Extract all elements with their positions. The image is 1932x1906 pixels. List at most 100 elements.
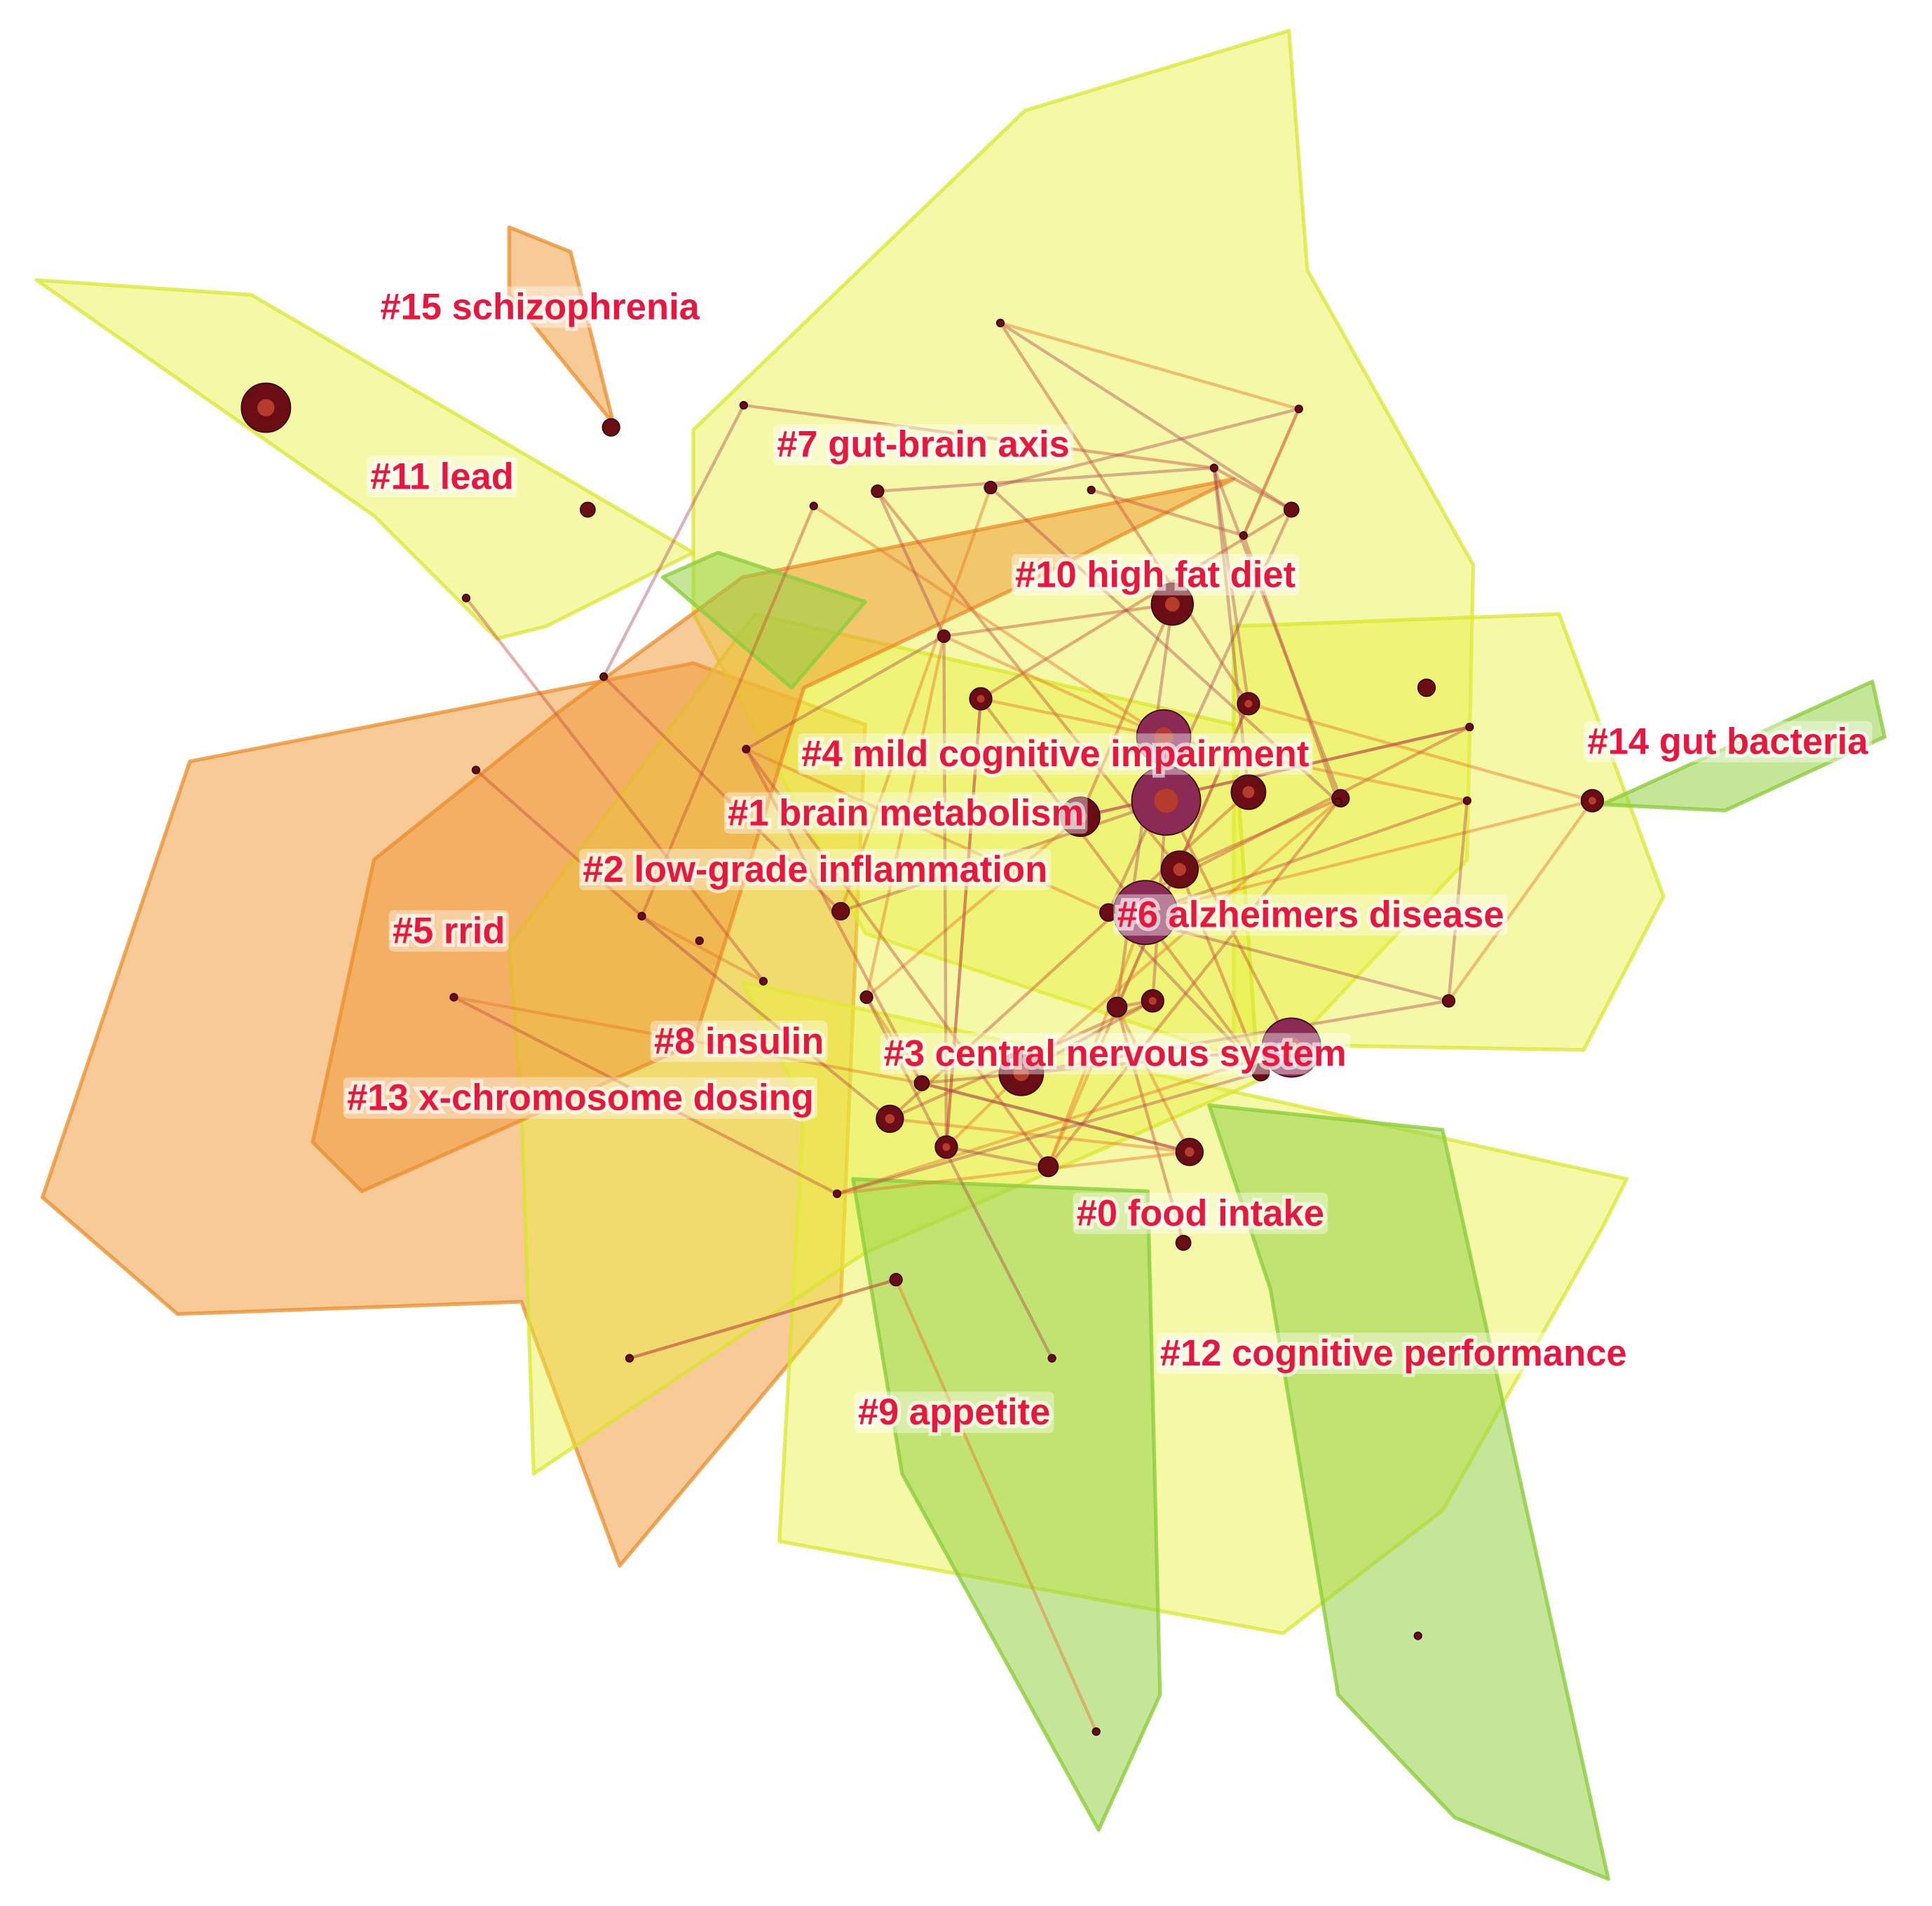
edge	[1212, 468, 1251, 704]
node-core	[977, 695, 985, 703]
node-core	[1173, 863, 1187, 876]
node	[889, 1272, 903, 1287]
label-background	[854, 1391, 1054, 1434]
edge	[989, 486, 1340, 803]
edge	[888, 791, 1250, 1120]
node	[913, 1075, 930, 1091]
edge	[865, 996, 923, 1084]
label-background	[650, 1021, 828, 1063]
cluster-label: #15 schizophrenia	[380, 287, 700, 328]
node-core	[1134, 901, 1157, 924]
node	[461, 594, 471, 603]
cluster-label: #5 rrid	[393, 910, 505, 951]
edge	[1021, 999, 1449, 1075]
edge	[629, 1278, 897, 1360]
cluster-label: #11 lead	[370, 456, 514, 497]
edge	[1078, 604, 1174, 817]
label-background	[388, 910, 509, 952]
edge	[990, 407, 1300, 489]
node	[1283, 501, 1300, 518]
node	[695, 936, 704, 946]
node	[758, 976, 768, 986]
node	[1462, 796, 1471, 805]
edge	[944, 698, 983, 1148]
cluster-hull	[851, 1177, 1162, 1832]
cluster-hull	[1600, 679, 1887, 812]
cluster-label: #2 low-grade inflammation	[583, 849, 1047, 890]
edge	[865, 815, 1082, 999]
edge	[921, 1046, 1292, 1085]
edge	[641, 915, 764, 983]
node-core	[1244, 700, 1253, 708]
edge	[943, 634, 1164, 739]
edge	[453, 995, 838, 1195]
edge	[921, 1082, 1190, 1154]
node	[742, 744, 751, 754]
cluster-hull	[34, 278, 695, 641]
label-background	[797, 733, 1313, 775]
cluster-hull	[660, 550, 867, 690]
node	[1413, 1631, 1422, 1640]
edge	[1000, 321, 1300, 411]
node	[1239, 531, 1249, 540]
label-background	[1073, 1192, 1328, 1234]
node	[1417, 678, 1436, 697]
edge	[1212, 467, 1342, 799]
node	[1087, 485, 1096, 495]
edge	[465, 597, 765, 983]
edge	[836, 1150, 1190, 1196]
node	[1441, 994, 1456, 1008]
edge	[1212, 468, 1251, 793]
label-background	[773, 423, 1074, 465]
cluster-label: #1 brain metabolism	[728, 792, 1084, 833]
node	[1106, 996, 1128, 1018]
edge	[1115, 1006, 1191, 1153]
node	[739, 401, 749, 410]
edge	[876, 490, 1181, 871]
node-core	[1073, 810, 1087, 824]
edge	[999, 321, 1293, 511]
edge	[890, 1117, 1190, 1154]
edge	[836, 1070, 1262, 1195]
edge	[745, 634, 945, 751]
label-background	[723, 792, 1088, 834]
node	[1091, 1727, 1101, 1736]
edge	[602, 404, 745, 678]
edge	[944, 602, 1173, 638]
label-background	[367, 456, 518, 498]
label-background	[1584, 721, 1872, 763]
node	[871, 484, 885, 498]
edge	[944, 698, 983, 1148]
edge	[894, 1279, 1098, 1733]
node-core	[1185, 1147, 1195, 1157]
node	[1038, 1156, 1059, 1178]
node-core	[1242, 786, 1255, 798]
edge	[1447, 799, 1594, 1002]
node-core	[1148, 997, 1157, 1005]
edge	[864, 636, 946, 998]
cluster-label: #9 appetite	[858, 1391, 1051, 1433]
cluster-label: #6 alzheimers disease	[1117, 894, 1504, 936]
node	[1209, 463, 1219, 472]
node	[859, 990, 873, 1005]
node	[449, 993, 458, 1002]
edge	[999, 322, 1250, 705]
cluster-label: #13 x-chromosome dosing	[347, 1077, 814, 1119]
edge	[1115, 1006, 1185, 1244]
node-core	[1154, 727, 1174, 747]
cluster-label: #3 central nervous system	[884, 1033, 1347, 1075]
label-background	[1011, 554, 1300, 596]
node-core	[1281, 1037, 1302, 1058]
edge	[744, 748, 1050, 1168]
node	[471, 765, 481, 775]
cluster-label: #8 insulin	[654, 1021, 824, 1062]
cluster-hull	[1207, 1103, 1610, 1881]
node	[1333, 797, 1342, 807]
edge	[1163, 735, 1468, 803]
edge	[1447, 801, 1469, 1002]
label-background	[1113, 894, 1508, 936]
edge	[1213, 466, 1293, 511]
node	[1099, 903, 1118, 922]
edge	[979, 697, 1263, 1073]
cluster-hulls	[34, 29, 1887, 1881]
